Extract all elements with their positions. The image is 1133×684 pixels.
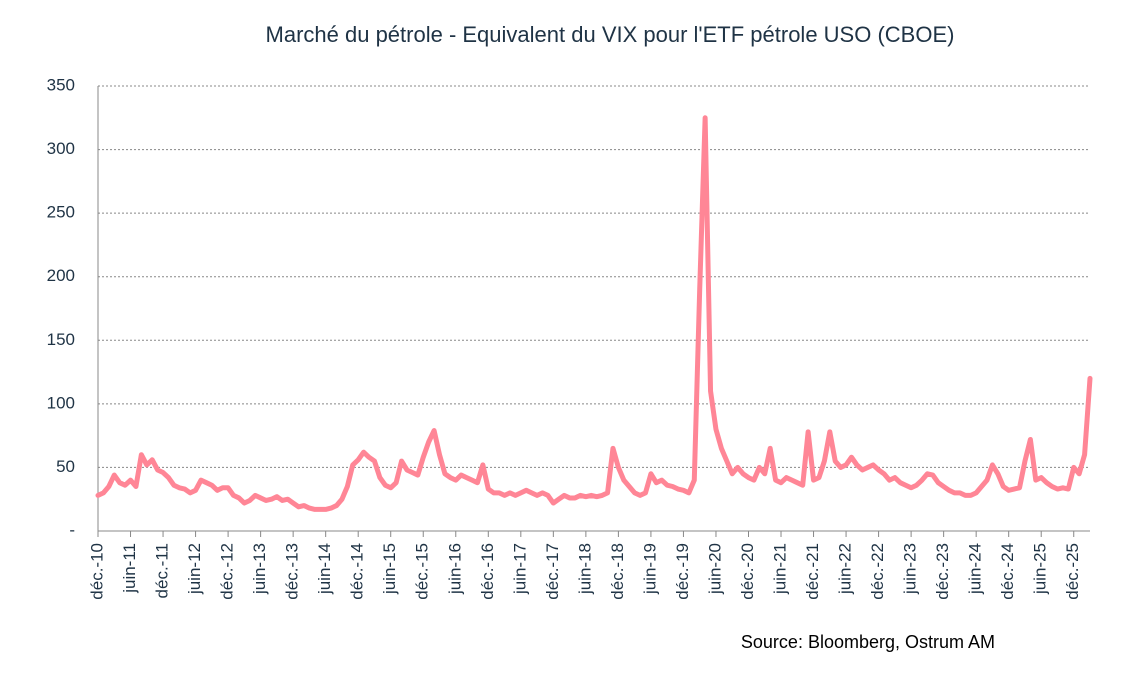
x-tick-label: déc.-10 [87,543,106,600]
x-tick-label: juin-21 [771,543,790,595]
source: Source: Bloomberg, Ostrum AM [741,632,995,652]
y-tick-label: 50 [56,457,75,476]
x-tick-label: déc.-24 [998,543,1017,600]
x-tick-label: déc.-14 [348,543,367,600]
x-tick-label: juin-16 [445,543,464,595]
x-tick-label: juin-11 [120,543,139,594]
x-tick-label: déc.-17 [543,543,562,600]
x-tick-label: déc.-19 [673,543,692,600]
y-tick-label: 100 [47,393,75,412]
x-tick-label: juin-17 [510,543,529,595]
x-tick-label: déc.-12 [218,543,237,600]
line [95,115,1093,512]
x-tick-label: juin-14 [315,543,334,595]
x-tick-label: déc.-13 [283,543,302,600]
x-tick-label: juin-12 [185,543,204,595]
chart-title: Marché du pétrole - Equivalent du VIX po… [266,22,955,47]
x-tick-label: juin-24 [966,543,985,595]
x-tick-label: juin-22 [836,543,855,595]
x-tick-label: déc.-23 [933,543,952,600]
x-tick-label: juin-13 [250,543,269,595]
y-tick-label: - [69,520,75,539]
x-tick-label: déc.-16 [478,543,497,600]
x-tick-label: déc.-11 [153,543,172,598]
x-tick-label: juin-15 [380,543,399,595]
x-tick-label: déc.-22 [868,543,887,600]
y-tick-label: 150 [47,330,75,349]
x-tick-label: juin-19 [640,543,659,595]
y-tick-label: 250 [47,203,75,222]
x-tick-label: déc.-18 [608,543,627,600]
y-tick-label: 200 [47,266,75,285]
x-tick-label: déc.-15 [413,543,432,600]
x-tick-label: juin-25 [1031,543,1050,595]
y-tick-label: 350 [47,75,75,94]
x-tick-label: déc.-25 [1063,543,1082,600]
x-tick-label: juin-20 [705,543,724,595]
x-tick-label: déc.-20 [738,543,757,600]
x-tick-label: juin-23 [901,543,920,595]
y-tick-label: 300 [47,139,75,158]
x-tick-label: déc.-21 [803,543,822,600]
x-tick-label: juin-18 [575,543,594,595]
